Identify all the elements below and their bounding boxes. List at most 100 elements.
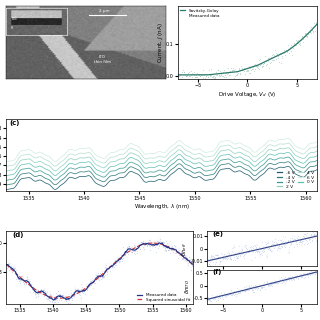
Point <box>293 37 298 42</box>
Point <box>257 56 262 61</box>
Point <box>139 239 144 244</box>
Point <box>186 70 191 75</box>
Point <box>251 244 256 249</box>
Point <box>290 44 295 49</box>
Point <box>20 279 26 284</box>
Point <box>276 280 281 285</box>
Point <box>276 245 282 250</box>
Point <box>266 59 271 64</box>
Point <box>240 287 245 292</box>
Point <box>179 77 184 83</box>
Point <box>235 71 240 76</box>
Point <box>94 275 99 280</box>
Point <box>287 238 292 243</box>
Point <box>258 251 263 256</box>
Point <box>306 236 311 241</box>
Point <box>261 249 266 254</box>
Point <box>275 280 280 285</box>
Point <box>251 247 256 252</box>
Point <box>5 261 10 266</box>
Point <box>246 287 251 292</box>
Point <box>147 238 152 243</box>
Point <box>187 73 192 78</box>
Point <box>224 292 229 298</box>
Point <box>109 262 114 268</box>
Point <box>292 239 297 244</box>
Point <box>124 250 129 255</box>
Point <box>254 284 259 290</box>
Point <box>251 289 256 294</box>
Point <box>115 255 120 260</box>
Point <box>57 292 62 297</box>
Point <box>250 287 255 292</box>
Point <box>76 289 81 294</box>
Point <box>290 276 295 281</box>
Point <box>205 257 211 262</box>
Point <box>124 245 129 251</box>
Point <box>132 244 137 249</box>
Point <box>187 78 192 84</box>
Point <box>262 246 267 252</box>
Point <box>289 276 294 281</box>
Point <box>313 238 318 243</box>
Point <box>277 277 282 282</box>
Point <box>296 276 301 281</box>
Point <box>311 231 316 236</box>
Point <box>268 281 273 286</box>
Point <box>256 285 261 290</box>
Point <box>22 279 27 284</box>
Point <box>257 282 262 287</box>
Point <box>297 242 302 247</box>
Point <box>139 239 144 244</box>
Point <box>36 290 41 295</box>
Point <box>124 245 130 250</box>
Point <box>32 291 37 296</box>
Point <box>303 271 308 276</box>
Point <box>259 240 264 245</box>
Point <box>172 244 177 249</box>
Point <box>311 232 316 237</box>
Point <box>181 69 186 75</box>
Point <box>17 273 22 278</box>
Point <box>14 271 19 276</box>
Point <box>274 242 279 247</box>
Point <box>208 296 213 301</box>
Point <box>158 239 163 244</box>
Point <box>32 287 37 292</box>
Point <box>72 286 77 292</box>
Point <box>168 247 173 252</box>
Point <box>257 283 262 288</box>
Point <box>299 239 304 244</box>
Point <box>312 271 317 276</box>
Point <box>305 31 310 36</box>
Point <box>118 255 124 260</box>
Point <box>178 76 183 81</box>
Point <box>300 272 306 277</box>
Point <box>205 296 210 301</box>
Point <box>238 252 243 257</box>
Point <box>33 288 38 293</box>
Point <box>238 287 243 292</box>
Point <box>29 284 34 289</box>
Point <box>231 290 236 295</box>
Point <box>264 282 269 287</box>
Point <box>215 255 220 260</box>
Point <box>149 244 155 249</box>
Point <box>225 254 230 259</box>
Point <box>56 298 61 303</box>
Point <box>105 268 110 273</box>
Point <box>154 240 159 245</box>
Point <box>304 34 309 39</box>
Point <box>242 68 247 73</box>
Point <box>178 251 183 256</box>
Point <box>153 249 158 254</box>
Point <box>83 287 88 292</box>
Point <box>171 247 176 252</box>
Point <box>104 263 109 268</box>
Point <box>278 244 283 249</box>
Point <box>232 66 237 71</box>
Point <box>246 287 251 292</box>
Point <box>77 289 83 294</box>
Point <box>296 240 301 245</box>
Point <box>279 243 284 248</box>
